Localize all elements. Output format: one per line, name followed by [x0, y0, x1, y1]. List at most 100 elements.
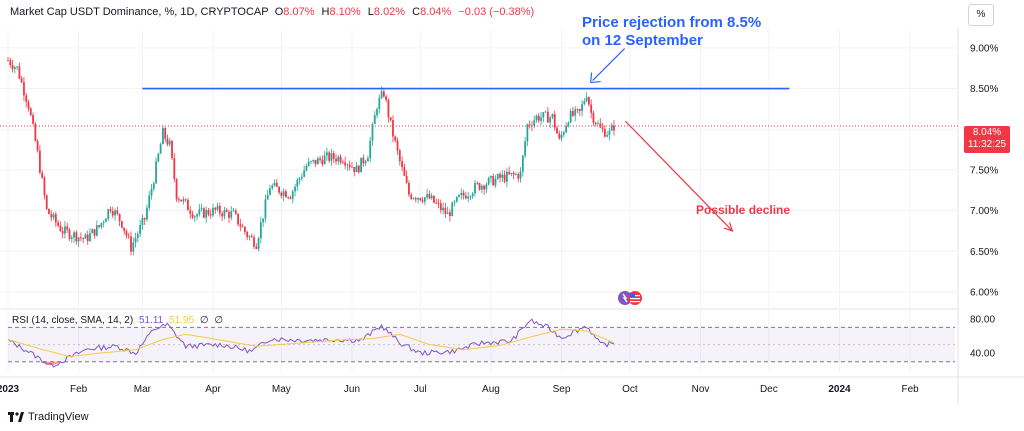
- candle-body: [371, 124, 374, 141]
- rsi-sma-line: [7, 328, 615, 358]
- candle-body: [606, 135, 609, 137]
- candle-body: [127, 235, 130, 237]
- candle-body: [50, 214, 53, 218]
- low-value: 8.02%: [373, 6, 406, 18]
- candle-body: [464, 195, 467, 199]
- candle-body: [326, 152, 328, 156]
- candle-body: [542, 112, 545, 118]
- candle-body: [171, 140, 173, 159]
- candle-body: [266, 194, 269, 200]
- candle-body: [214, 207, 217, 210]
- current-price-tag: 8.04% 11:32:25: [964, 126, 1010, 153]
- candle-body: [503, 174, 506, 182]
- x-tick-label: Jun: [344, 384, 360, 395]
- candle-body: [132, 242, 135, 252]
- candle-body: [95, 225, 98, 236]
- candle-body: [398, 150, 401, 162]
- candle-body: [583, 101, 586, 105]
- candle-body: [13, 67, 16, 69]
- candle-body: [341, 162, 344, 164]
- candle-body: [307, 161, 310, 166]
- candle-body: [417, 197, 419, 200]
- events-icon[interactable]: [617, 290, 643, 306]
- candle-body: [405, 175, 408, 183]
- candle-body: [232, 210, 235, 212]
- candle-body: [376, 109, 378, 116]
- candle-body: [394, 136, 397, 141]
- candle-body: [68, 229, 71, 239]
- candle-body: [93, 229, 96, 236]
- candle-body: [519, 171, 522, 179]
- candle-body: [130, 236, 132, 252]
- candle-body: [48, 208, 50, 215]
- x-tick-label: Nov: [692, 384, 710, 395]
- candle-body: [521, 155, 524, 172]
- footer-branding[interactable]: TradingView: [8, 411, 89, 423]
- candle-body: [401, 161, 403, 168]
- candle-body: [66, 226, 69, 230]
- candle-body: [458, 195, 460, 197]
- candle-body: [544, 111, 547, 113]
- candle-body: [111, 211, 114, 216]
- candle-body: [460, 192, 463, 196]
- percent-scale-button[interactable]: %: [968, 4, 994, 26]
- candle-body: [79, 237, 82, 239]
- candle-body: [348, 164, 351, 167]
- candle-body: [230, 211, 233, 218]
- candle-body: [364, 161, 367, 164]
- overlays: [0, 48, 958, 232]
- candle-body: [282, 191, 285, 196]
- candle-body: [273, 182, 276, 186]
- candle-body: [362, 157, 365, 164]
- current-price: 8.04%: [972, 127, 1002, 138]
- candle-body: [435, 202, 438, 204]
- candle-body: [355, 165, 358, 173]
- candle-body: [367, 158, 369, 162]
- candle-body: [455, 196, 458, 202]
- candles: [7, 56, 615, 256]
- candle-body: [337, 156, 340, 162]
- candle-body: [433, 195, 435, 203]
- candle-body: [471, 193, 474, 197]
- candle-body: [501, 174, 504, 178]
- candle-body: [378, 97, 381, 110]
- candle-body: [572, 110, 574, 116]
- candle-body: [526, 124, 529, 142]
- decline-arrow-head: [723, 222, 734, 232]
- candle-body: [109, 209, 112, 212]
- candle-body: [499, 174, 501, 178]
- candle-body: [310, 161, 312, 163]
- x-tick-label: 2023: [0, 384, 20, 395]
- candle-body: [510, 172, 513, 175]
- candle-body: [346, 164, 349, 166]
- candle-body: [483, 185, 486, 190]
- rsi-band-fill: [8, 327, 955, 362]
- candle-body: [45, 195, 48, 209]
- candle-body: [328, 152, 331, 161]
- candle-body: [556, 127, 558, 134]
- x-tick-label: Oct: [622, 384, 638, 395]
- rejection-annotation: Price rejection from 8.5% on 12 Septembe…: [582, 14, 761, 50]
- candle-body: [430, 195, 433, 199]
- candle-body: [451, 202, 454, 217]
- open-value: 8.07%: [283, 6, 315, 18]
- candle-body: [319, 158, 321, 160]
- candle-body: [285, 191, 287, 198]
- open-label: O: [274, 6, 284, 18]
- candle-body: [291, 191, 294, 199]
- candle-body: [294, 186, 296, 192]
- candle-body: [255, 246, 258, 249]
- candle-body: [32, 115, 34, 124]
- candle-body: [590, 104, 593, 113]
- candle-body: [335, 158, 337, 162]
- candle-body: [121, 221, 123, 228]
- close-label: C: [412, 6, 421, 18]
- candle-body: [296, 180, 299, 187]
- candle-body: [469, 196, 472, 198]
- candle-body: [298, 178, 301, 181]
- candle-body: [312, 159, 315, 162]
- decline-annotation: Possible decline: [696, 203, 791, 217]
- rsi-oversold-fill: [42, 361, 61, 366]
- candle-body: [134, 238, 137, 243]
